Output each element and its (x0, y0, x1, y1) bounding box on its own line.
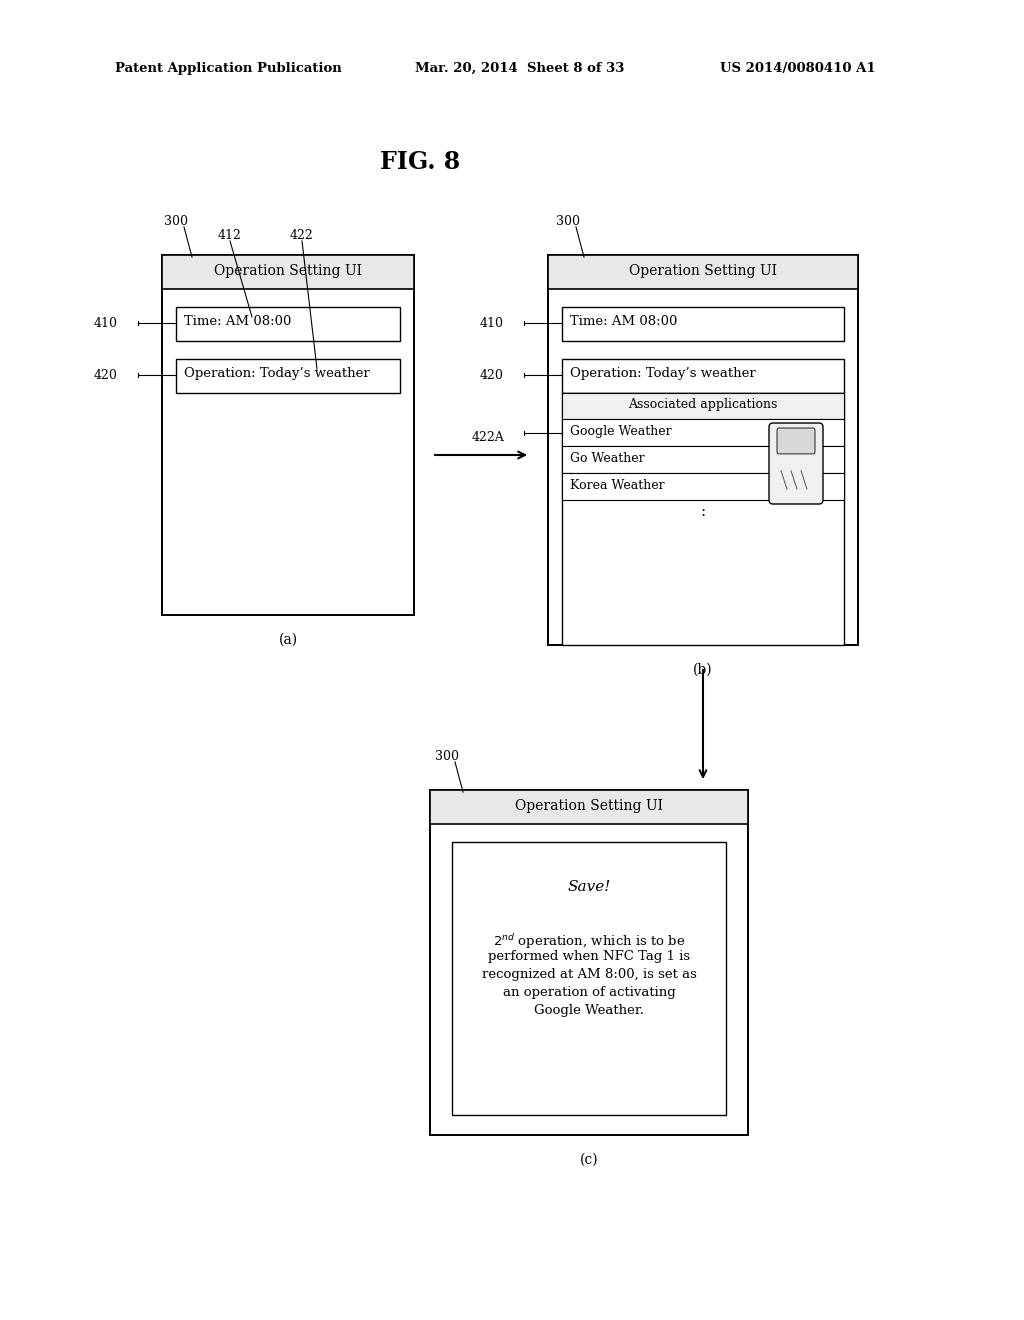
Text: Associated applications: Associated applications (629, 399, 777, 411)
Text: Operation Setting UI: Operation Setting UI (515, 799, 663, 813)
Text: Google Weather: Google Weather (570, 425, 672, 438)
Text: 300: 300 (435, 750, 459, 763)
Text: 410: 410 (480, 317, 504, 330)
Text: :: : (700, 506, 706, 519)
Text: Google Weather.: Google Weather. (534, 1005, 644, 1016)
Text: (b): (b) (693, 663, 713, 677)
Text: Mar. 20, 2014  Sheet 8 of 33: Mar. 20, 2014 Sheet 8 of 33 (415, 62, 625, 75)
Bar (562, 418, 844, 446)
Text: Operation: Today’s weather: Operation: Today’s weather (570, 367, 756, 380)
Text: $2^{nd}$ operation, which is to be: $2^{nd}$ operation, which is to be (493, 932, 685, 950)
Text: performed when NFC Tag 1 is: performed when NFC Tag 1 is (488, 950, 690, 964)
Bar (562, 393, 844, 645)
Text: (a): (a) (279, 634, 298, 647)
Text: 300: 300 (164, 215, 188, 228)
Bar (562, 446, 844, 473)
Text: Go Weather: Go Weather (570, 451, 645, 465)
Text: Operation: Today’s weather: Operation: Today’s weather (184, 367, 370, 380)
Text: 420: 420 (94, 370, 118, 381)
Bar (176, 359, 400, 393)
Bar (162, 255, 414, 615)
Bar (562, 308, 844, 341)
Bar (430, 789, 748, 1135)
Bar (548, 255, 858, 289)
Text: Korea Weather: Korea Weather (570, 479, 665, 492)
Bar (176, 308, 400, 341)
Text: an operation of activating: an operation of activating (503, 986, 676, 999)
Text: Time: AM 08:00: Time: AM 08:00 (570, 315, 677, 327)
Bar (430, 789, 748, 824)
Text: Operation Setting UI: Operation Setting UI (214, 264, 362, 279)
FancyBboxPatch shape (777, 428, 815, 454)
Text: Save!: Save! (567, 880, 610, 894)
Text: 422A: 422A (471, 432, 504, 444)
Text: Time: AM 08:00: Time: AM 08:00 (184, 315, 292, 327)
Bar (162, 255, 414, 289)
Text: Operation Setting UI: Operation Setting UI (629, 264, 777, 279)
Text: 420: 420 (480, 370, 504, 381)
Bar (452, 842, 726, 1115)
Bar (562, 473, 844, 500)
Text: (c): (c) (580, 1152, 598, 1167)
Text: 300: 300 (556, 215, 580, 228)
Bar (562, 393, 844, 418)
Bar (548, 255, 858, 645)
Text: 412: 412 (218, 228, 242, 242)
Text: 422: 422 (290, 228, 314, 242)
Text: FIG. 8: FIG. 8 (380, 150, 460, 174)
Bar (562, 359, 844, 393)
Text: recognized at AM 8:00, is set as: recognized at AM 8:00, is set as (481, 968, 696, 981)
Text: US 2014/0080410 A1: US 2014/0080410 A1 (720, 62, 876, 75)
FancyBboxPatch shape (769, 422, 823, 504)
Text: Patent Application Publication: Patent Application Publication (115, 62, 342, 75)
Text: 410: 410 (94, 317, 118, 330)
